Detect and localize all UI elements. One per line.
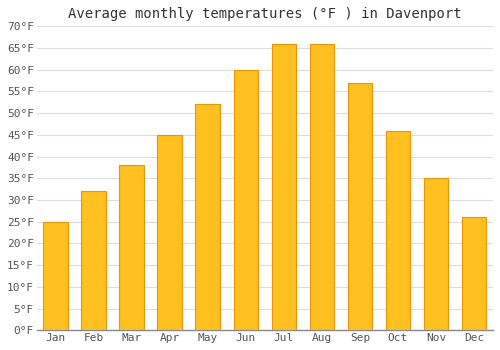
Bar [424, 178, 448, 330]
Bar [158, 135, 182, 330]
Bar [272, 44, 296, 330]
Bar [462, 217, 486, 330]
Bar [82, 191, 106, 330]
Bar [386, 131, 410, 330]
Bar [348, 83, 372, 330]
Bar [44, 222, 68, 330]
Bar [196, 104, 220, 330]
Bar [310, 44, 334, 330]
Bar [234, 70, 258, 330]
Title: Average monthly temperatures (°F ) in Davenport: Average monthly temperatures (°F ) in Da… [68, 7, 462, 21]
Bar [120, 165, 144, 330]
